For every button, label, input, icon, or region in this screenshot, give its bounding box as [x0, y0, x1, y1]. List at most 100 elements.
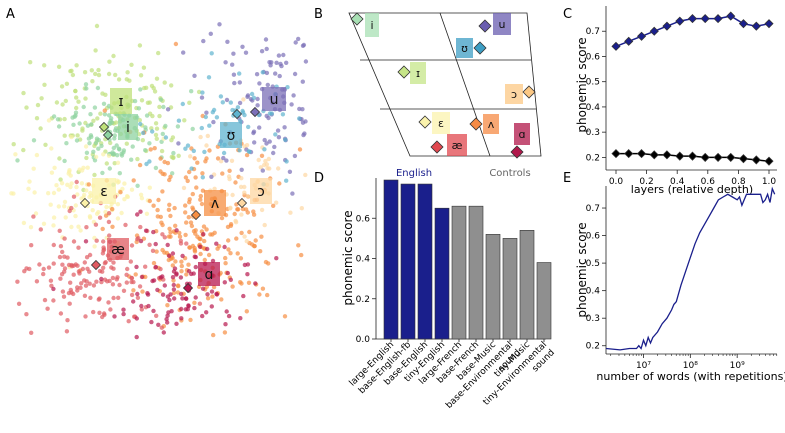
scatter-point — [151, 278, 157, 283]
scatter-point — [93, 222, 99, 227]
scatter-point — [178, 238, 183, 243]
scatter-point — [154, 76, 160, 81]
scatter-point — [41, 266, 46, 272]
scatter-point — [201, 224, 207, 229]
scatter-point — [201, 38, 206, 44]
scatter-point — [198, 251, 203, 257]
scatter-point — [135, 156, 140, 162]
b-centroid-u — [478, 19, 492, 33]
scatter-point — [183, 146, 188, 151]
scatter-point — [237, 71, 242, 76]
scatter-point — [223, 322, 228, 327]
scatter-point — [153, 132, 159, 138]
scatter-point — [102, 108, 108, 113]
scatter-point — [156, 322, 161, 327]
scatter-point — [92, 244, 97, 249]
scatter-point — [243, 207, 249, 212]
scatter-point — [228, 277, 233, 282]
scatter-point — [58, 244, 64, 249]
scatter-point — [84, 188, 89, 193]
d-ytick-label: 0.0 — [356, 335, 371, 345]
scatter-point — [69, 134, 74, 140]
scatter-point — [260, 168, 265, 173]
scatter-point — [106, 71, 112, 77]
scatter-point — [179, 269, 184, 274]
scatter-point — [204, 310, 209, 315]
scatter-point — [167, 226, 172, 231]
scatter-point — [180, 253, 185, 259]
scatter-point — [187, 100, 192, 106]
scatter-point — [207, 123, 212, 128]
scatter-point — [115, 160, 121, 165]
scatter-point — [257, 292, 262, 297]
c-xtick-label: 0.2 — [639, 177, 653, 187]
scatter-point — [56, 124, 62, 129]
scatter-point — [62, 266, 68, 271]
scatter-point — [38, 227, 43, 232]
scatter-point — [84, 150, 90, 155]
scatter-point — [101, 239, 106, 244]
scatter-point — [79, 181, 85, 186]
scatter-point — [168, 213, 173, 219]
scatter-point — [168, 174, 173, 179]
scatter-point — [245, 194, 251, 199]
scatter-point — [162, 250, 167, 255]
scatter-point — [296, 36, 301, 42]
scatter-point — [135, 291, 140, 297]
scatter-point — [79, 168, 85, 173]
scatter-point — [265, 166, 270, 171]
scatter-point — [143, 264, 148, 269]
scatter-point — [99, 279, 104, 285]
scatter-point — [100, 269, 105, 274]
scatter-point — [139, 274, 145, 280]
c-series-marker-0 — [649, 26, 659, 36]
scatter-point — [110, 275, 116, 281]
scatter-point — [60, 262, 65, 267]
scatter-point — [193, 228, 198, 233]
scatter-point — [74, 95, 79, 100]
scatter-point — [58, 177, 63, 182]
scatter-point — [171, 155, 176, 160]
scatter-point — [214, 292, 220, 297]
b-vowel-u-box — [493, 13, 511, 35]
scatter-point — [186, 215, 191, 220]
vowel-æ-label: æ — [111, 242, 125, 258]
scatter-point — [271, 150, 276, 156]
scatter-point — [94, 238, 99, 243]
scatter-point — [264, 46, 269, 52]
scatter-point — [212, 186, 217, 191]
c-ylabel: phonemic score — [575, 37, 589, 132]
scatter-point — [51, 223, 56, 228]
scatter-point — [80, 266, 86, 272]
scatter-point — [220, 171, 225, 176]
scatter-point — [157, 113, 162, 119]
panel-c-layer-plot: phonemic score layers (relative depth) 0… — [575, 6, 777, 196]
centroid-ɪ — [98, 121, 110, 133]
scatter-point — [259, 207, 265, 213]
scatter-point — [62, 199, 68, 205]
scatter-point — [153, 264, 159, 270]
scatter-point — [297, 147, 303, 152]
scatter-point — [57, 228, 62, 233]
scatter-point — [116, 295, 121, 300]
scatter-point — [27, 266, 32, 272]
scatter-point — [132, 98, 138, 104]
scatter-point — [103, 92, 108, 98]
centroid-i — [102, 129, 114, 141]
c-series-marker-0 — [726, 11, 736, 21]
scatter-point — [138, 73, 144, 78]
scatter-point — [180, 101, 185, 107]
scatter-point — [262, 147, 267, 152]
scatter-point — [158, 266, 163, 272]
b-vowel-i-label: i — [370, 19, 373, 32]
scatter-point — [51, 215, 57, 220]
scatter-point — [170, 171, 175, 176]
scatter-point — [117, 147, 122, 152]
scatter-point — [257, 125, 262, 130]
scatter-point — [244, 239, 249, 244]
scatter-point — [282, 314, 288, 319]
scatter-point — [215, 156, 221, 161]
scatter-point — [249, 91, 255, 97]
scatter-point — [274, 200, 279, 205]
scatter-point — [247, 149, 252, 154]
